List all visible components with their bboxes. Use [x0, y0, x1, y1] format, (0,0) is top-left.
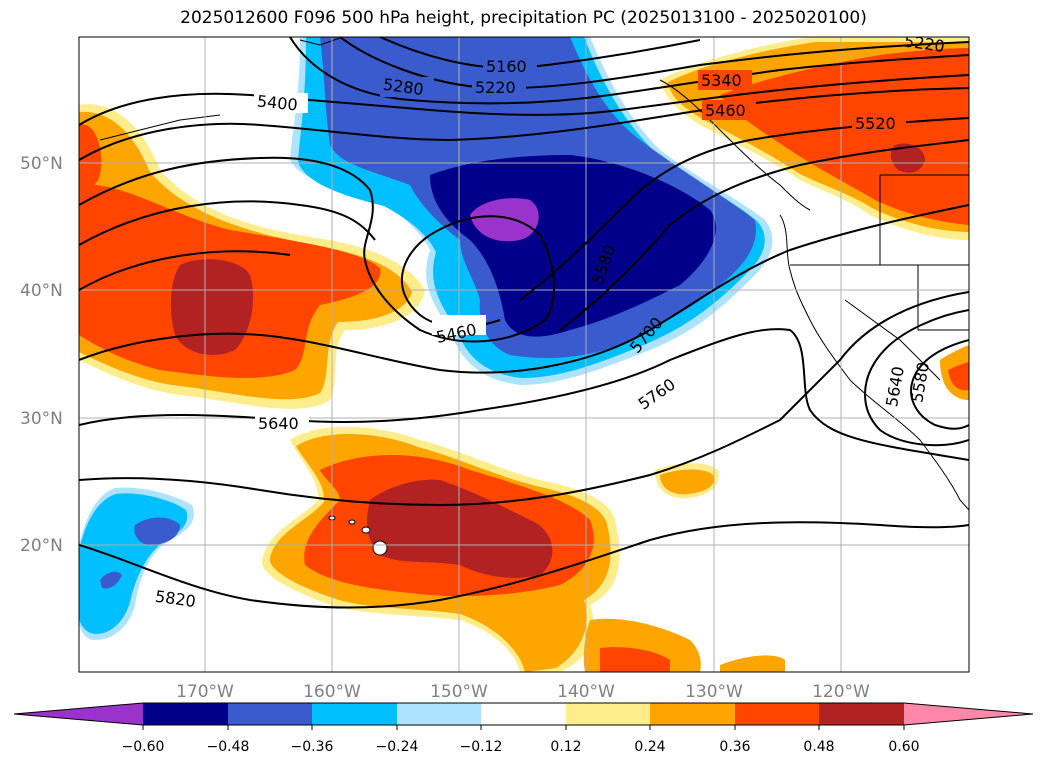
graticule	[79, 37, 969, 672]
colorbar-segment	[481, 703, 566, 725]
colorbar-tick: −0.60	[122, 739, 165, 755]
positive-precip-anomaly-west	[79, 104, 425, 409]
colorbar-tick: 0.60	[888, 739, 919, 755]
contour-label: 5640	[258, 414, 299, 433]
colorbar-tick: 0.24	[634, 739, 665, 755]
lon-label: 170°W	[176, 682, 234, 702]
colorbar-segment	[312, 703, 397, 725]
lon-label: 140°W	[557, 682, 615, 702]
contour-label: 5340	[701, 71, 742, 90]
longitude-labels: 170°W 160°W 150°W 140°W 130°W 120°W	[176, 682, 870, 702]
colorbar-segment	[397, 703, 481, 725]
colorbar-segment	[143, 703, 228, 725]
colorbar-segment	[819, 703, 904, 725]
contour-label: 5520	[855, 114, 896, 133]
lon-label: 160°W	[303, 682, 361, 702]
map-area: 5160 5220 5280 5400 5220 5340 5460 5520 …	[79, 31, 969, 672]
lat-label: 50°N	[20, 154, 63, 174]
colorbar-tick: 0.12	[550, 739, 581, 755]
latitude-labels: 50°N 40°N 30°N 20°N	[20, 154, 63, 556]
contour-label: 5220	[475, 78, 516, 97]
contour-label: 5220	[903, 31, 946, 55]
colorbar-segment	[735, 703, 819, 725]
colorbar-segment	[566, 703, 650, 725]
colorbar-tick: −0.24	[376, 739, 419, 755]
contour-label: 5160	[486, 57, 527, 76]
lon-label: 120°W	[812, 682, 870, 702]
colorbar-tick: 0.36	[719, 739, 750, 755]
colorbar-segment-le-neg060	[14, 703, 143, 725]
lon-label: 150°W	[430, 682, 488, 702]
negative-precip-anomaly-central	[290, 37, 773, 385]
map-title: 2025012600 F096 500 hPa height, precipit…	[180, 8, 867, 28]
colorbar-tick: 0.48	[803, 739, 834, 755]
colorbar-segment	[228, 703, 312, 725]
lon-label: 130°W	[685, 682, 743, 702]
colorbar-segment-ge-060	[904, 703, 1033, 725]
contour-label: 5400	[256, 91, 298, 114]
lat-label: 20°N	[20, 536, 63, 556]
colorbar-tick: −0.12	[460, 739, 503, 755]
lat-label: 40°N	[20, 281, 63, 301]
colorbar-tick: −0.48	[207, 739, 250, 755]
map-frame	[78, 36, 970, 673]
colorbar: −0.60 −0.48 −0.36 −0.24 −0.12 0.12 0.24 …	[13, 702, 1034, 755]
height-contours	[79, 37, 969, 609]
lat-label: 30°N	[20, 409, 63, 429]
colorbar-segment	[650, 703, 735, 725]
colorbar-tick: −0.36	[291, 739, 334, 755]
contour-label: 5460	[705, 101, 746, 120]
